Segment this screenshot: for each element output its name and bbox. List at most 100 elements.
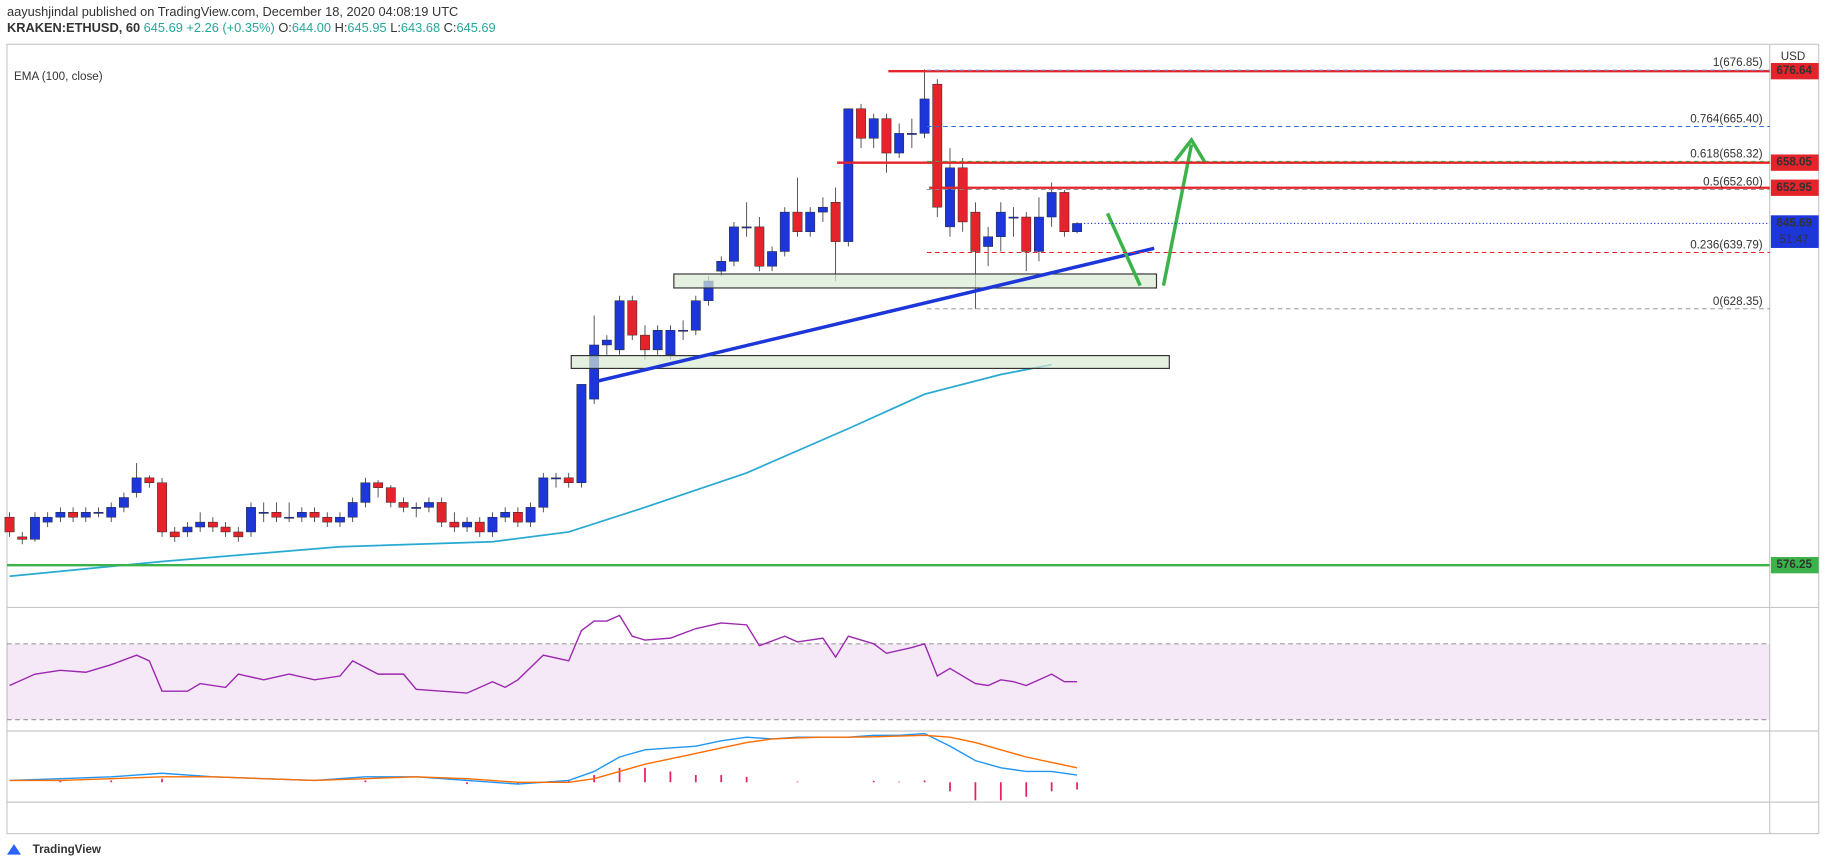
candle-body <box>233 531 244 538</box>
candle-body <box>983 236 994 247</box>
candle-body <box>640 334 650 351</box>
candle-body <box>360 482 371 503</box>
support-zone <box>570 355 1170 370</box>
candle-body <box>474 521 485 533</box>
candle-body <box>322 516 333 523</box>
current-price-tag <box>1770 215 1819 248</box>
h: 645.95 <box>347 21 386 36</box>
candle-body <box>589 344 600 400</box>
candle-body <box>551 477 561 480</box>
o: 644.00 <box>292 21 331 36</box>
candle-body <box>729 226 739 262</box>
candle-body <box>690 300 701 331</box>
brand-logo <box>6 844 21 855</box>
candle-body <box>1059 192 1070 233</box>
candle-body <box>169 531 180 538</box>
candle-body <box>894 133 905 154</box>
arrow-down <box>1105 212 1142 287</box>
candle-body <box>932 83 943 208</box>
price-tag <box>1770 179 1819 196</box>
candle-body <box>335 516 345 523</box>
countdown: 51:47 <box>1780 233 1809 246</box>
rsi-band <box>6 643 1770 720</box>
candle-body <box>246 507 256 533</box>
candle-body <box>1021 216 1032 252</box>
candle-body <box>906 133 917 135</box>
candle-body <box>525 507 536 523</box>
candle-body <box>80 512 91 518</box>
price-tag <box>1770 154 1819 171</box>
candle-body <box>1072 223 1082 233</box>
candle-body <box>652 329 663 351</box>
currency: USD <box>1781 50 1806 63</box>
rsi-line <box>9 614 1078 694</box>
candle-body <box>182 526 193 533</box>
candle-body <box>665 329 676 356</box>
arrow-up <box>1161 144 1194 286</box>
fib-label: 1(676.85) <box>1713 56 1763 69</box>
price-tag-label: 652.95 <box>1776 181 1812 194</box>
symbol: KRAKEN:ETHUSD, 60 <box>7 21 140 36</box>
frame <box>6 43 1820 835</box>
candle-body <box>576 384 587 483</box>
candle-body <box>767 251 777 267</box>
o-label: O: <box>278 21 292 36</box>
trend-line <box>596 246 1155 383</box>
last: 645.69 <box>144 21 183 36</box>
candle-body <box>716 261 727 272</box>
candle-body <box>385 487 396 503</box>
candle-body <box>500 512 511 518</box>
candle-body <box>1008 216 1019 219</box>
candle-body <box>1046 192 1057 218</box>
candle-body <box>131 477 142 493</box>
candle-body <box>856 108 866 139</box>
candle-body <box>970 211 981 252</box>
price-tag-label: 658.05 <box>1776 156 1812 169</box>
symbol-line: KRAKEN:ETHUSD, 60 645.69 +2.26 (+0.35%) … <box>7 21 496 36</box>
candle-body <box>957 167 968 223</box>
candle-body <box>284 516 295 519</box>
h-label: H: <box>335 21 348 36</box>
indicator-title: EMA (100, close) <box>14 70 103 83</box>
candle-body <box>945 167 955 228</box>
candle-body <box>868 118 879 139</box>
price-tag <box>1770 557 1819 574</box>
candle-body <box>207 521 218 528</box>
candle-body <box>487 516 498 533</box>
candle-body <box>843 108 854 242</box>
candle-body <box>805 211 816 233</box>
candle-body <box>411 507 422 509</box>
candle-body <box>995 211 1006 237</box>
candle-body <box>1034 216 1044 252</box>
fib-label: 0.236(639.79) <box>1690 239 1763 252</box>
candle-body <box>436 502 447 523</box>
current-price-label: 645.69 <box>1776 217 1812 230</box>
candle-body <box>779 211 790 252</box>
brand: TradingView <box>33 843 102 856</box>
arrow-head <box>1173 136 1207 165</box>
candle-body <box>398 502 409 508</box>
candle-body <box>271 512 282 518</box>
published-line: aayushjindal published on TradingView.co… <box>7 4 458 19</box>
candle-body <box>157 482 167 533</box>
fib-label: 0(628.35) <box>1713 295 1763 308</box>
candle-body <box>195 521 206 528</box>
candle-body <box>347 502 358 518</box>
candle-body <box>296 512 307 518</box>
candle-body <box>68 512 78 518</box>
change: +2.26 (+0.35%) <box>186 21 274 36</box>
candle-body <box>792 211 803 233</box>
support-zone <box>673 273 1158 289</box>
fib-label: 0.764(665.40) <box>1690 113 1763 126</box>
candle-body <box>741 226 752 229</box>
candle-body <box>55 512 66 518</box>
candle-body <box>373 482 383 488</box>
candle-body <box>919 98 930 134</box>
candle-body <box>106 507 117 518</box>
plot <box>4 69 1770 801</box>
fib-label: 0.618(658.32) <box>1690 147 1763 160</box>
c-label: C: <box>444 21 457 36</box>
candle-body <box>462 521 472 528</box>
